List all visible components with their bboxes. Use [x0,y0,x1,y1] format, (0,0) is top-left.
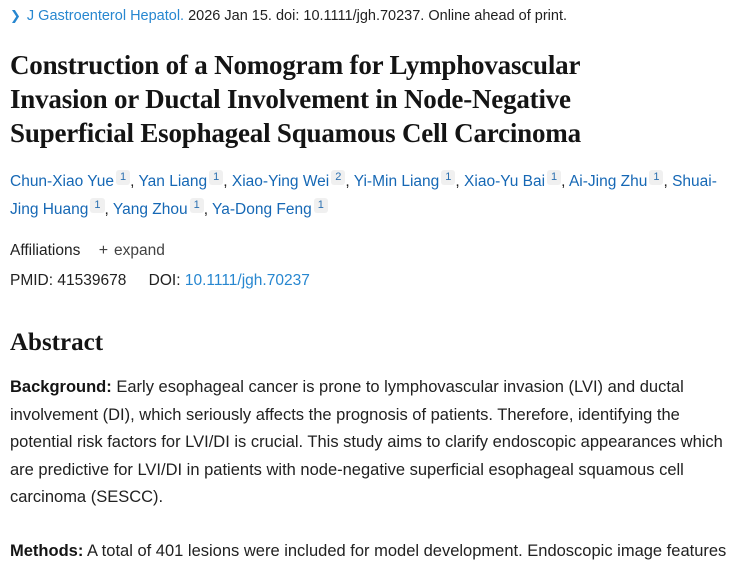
pmid-value: 41539678 [57,272,126,289]
identifiers-row: PMID: 41539678 DOI: 10.1111/jgh.70237 [10,270,740,292]
affiliation-superscript[interactable]: 1 [190,198,204,213]
abstract-body: Background: Early esophageal cancer is p… [10,374,740,565]
affiliations-label: Affiliations [10,242,80,259]
affiliations-row: Affiliations + expand [10,240,740,262]
doi-label: DOI: [149,272,181,289]
title-line: Invasion or Ductal Involvement in Node-N… [10,82,740,116]
affiliation-superscript[interactable]: 1 [90,198,104,213]
article-title: Construction of a Nomogram for Lymphovas… [10,48,740,150]
citation-line: ❯ J Gastroenterol Hepatol. 2026 Jan 15. d… [10,6,740,26]
author-separator: , [561,173,569,190]
abstract-paragraph: Methods: A total of 401 lesions were inc… [10,538,740,565]
author-separator: , [204,201,212,218]
author-link[interactable]: Ya-Dong Feng [212,201,312,218]
affiliation-superscript[interactable]: 1 [314,198,328,213]
title-line: Superficial Esophageal Squamous Cell Car… [10,116,740,150]
author-link[interactable]: Xiao-Yu Bai [464,173,545,190]
author-link[interactable]: Yang Zhou [113,201,188,218]
author-separator: , [345,173,353,190]
author-link[interactable]: Xiao-Ying Wei [232,173,329,190]
pmid-label: PMID: [10,272,53,289]
author-link[interactable]: Ai-Jing Zhu [569,173,647,190]
paragraph-text: A total of 401 lesions were included for… [83,542,726,560]
affiliation-superscript[interactable]: 2 [331,170,345,185]
author-separator: , [663,173,672,190]
affiliation-superscript[interactable]: 1 [649,170,663,185]
citation-text: 2026 Jan 15. doi: 10.1111/jgh.70237. Onl… [188,8,567,24]
expand-label: expand [114,242,165,259]
author-link[interactable]: Chun-Xiao Yue [10,173,114,190]
abstract-heading: Abstract [10,328,740,358]
author-link[interactable]: Yi-Min Liang [354,173,440,190]
author-separator: , [455,173,464,190]
expand-affiliations-button[interactable]: + expand [99,240,165,262]
journal-link[interactable]: J Gastroenterol Hepatol. [27,8,184,24]
paragraph-text: Early esophageal cancer is prone to lymp… [10,378,723,506]
doi-link[interactable]: 10.1111/jgh.70237 [185,272,310,289]
author-separator: , [105,201,113,218]
chevron-right-icon: ❯ [10,8,21,23]
abstract-paragraph: Background: Early esophageal cancer is p… [10,374,740,512]
affiliation-superscript[interactable]: 1 [547,170,561,185]
paragraph-label: Methods: [10,542,83,560]
affiliation-superscript[interactable]: 1 [441,170,455,185]
plus-icon: + [99,242,108,259]
author-separator: , [223,173,232,190]
affiliation-superscript[interactable]: 1 [116,170,130,185]
doi-group: DOI: 10.1111/jgh.70237 [149,272,310,289]
paragraph-label: Background: [10,378,112,396]
title-line: Construction of a Nomogram for Lymphovas… [10,48,740,82]
author-link[interactable]: Yan Liang [138,173,207,190]
affiliation-superscript[interactable]: 1 [209,170,223,185]
